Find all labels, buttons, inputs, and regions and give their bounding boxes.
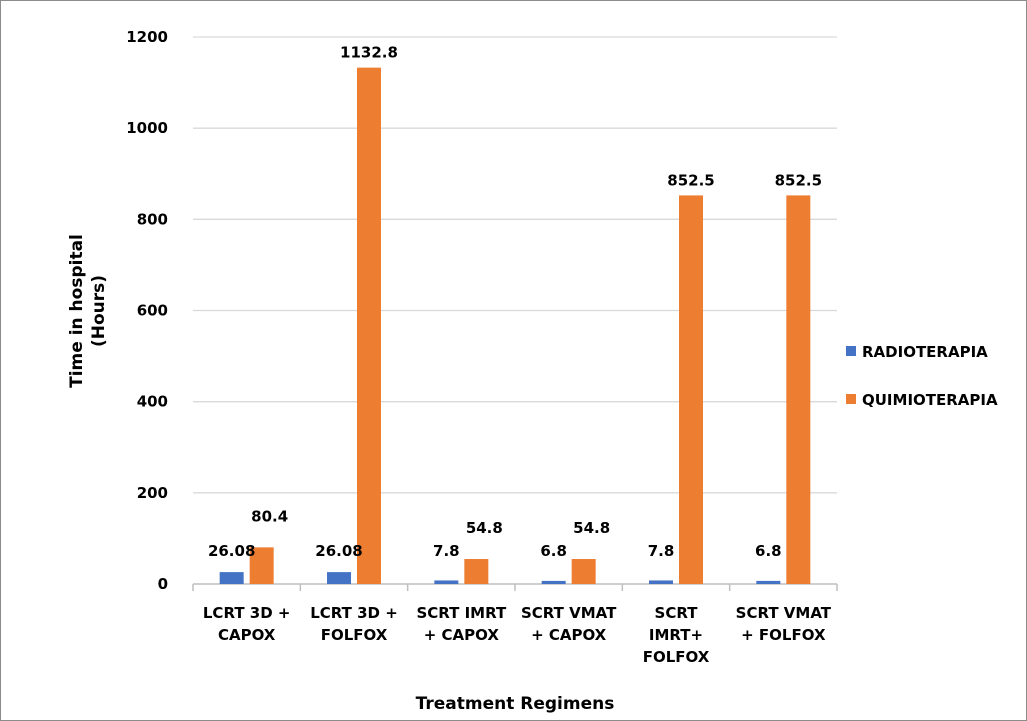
data-label-radioterapia-1: 26.08 [315,542,362,560]
x-tick-label-line: SCRT IMRT [416,604,507,622]
axis-titles: Treatment Regimens Time in hospital (Hours… [67,234,614,714]
y-tick-label: 1000 [126,119,168,137]
x-tick-label-line: SCRT [655,604,699,622]
bar-radioterapia-2 [434,580,459,584]
data-label-radioterapia-0: 26.08 [208,542,255,560]
bar-radioterapia-1 [327,572,351,584]
bar-quimioterapia-2 [464,559,489,584]
x-tick-label-line: FOLFOX [321,626,388,644]
y-axis-title-line: (Hours) [89,275,109,347]
bar-radioterapia-4 [649,580,673,584]
data-labels: 26.08 26.08 7.8 6.8 7.8 6.8 80.4 1132.8 54.8 54.8… [208,44,822,560]
x-tick-label-line: + FOLFOX [741,626,826,644]
data-label-radioterapia-3: 6.8 [540,542,567,560]
bars [219,67,811,584]
x-tick-label: LCRT 3D + FOLFOX [310,604,398,644]
data-label-radioterapia-5: 6.8 [755,542,782,560]
y-axis-title-line: Time in hospital [67,234,87,388]
bar-quimioterapia-0 [249,547,274,584]
data-label-quimioterapia-0: 80.4 [251,507,288,525]
y-tick-label: 800 [137,210,168,228]
bar-radioterapia-3 [541,580,566,584]
x-tick-label-line: CAPOX [218,626,276,644]
x-tick-label-line: FOLFOX [643,648,710,666]
x-tick-label-line: SCRT VMAT [736,604,832,622]
x-axis-title: Treatment Regimens [416,694,615,714]
data-label-radioterapia-2: 7.8 [433,542,460,560]
x-tick-label: SCRT VMAT + CAPOX [521,604,617,644]
legend: RADIOTERAPIA QUIMIOTERAPIA [846,343,998,409]
y-tick-label: 0 [158,575,168,593]
bar-quimioterapia-1 [357,67,381,584]
y-tick-label: 1200 [126,28,168,46]
x-tick-label: LCRT 3D + CAPOX [203,604,291,644]
y-tick-label: 400 [137,393,168,411]
legend-swatch-quimioterapia [846,394,856,404]
bar-quimioterapia-3 [571,559,596,584]
data-label-quimioterapia-2: 54.8 [466,519,503,537]
gridlines [192,36,838,591]
y-axis-title: Time in hospital (Hours) [67,234,109,388]
x-tick-label: SCRT VMAT + FOLFOX [736,604,832,644]
x-tick-label-line: + CAPOX [424,626,500,644]
x-tick-label: SCRT IMRT+ FOLFOX [643,604,710,666]
legend-label-radioterapia: RADIOTERAPIA [862,343,988,361]
bar-quimioterapia-4 [679,195,703,584]
data-label-quimioterapia-3: 54.8 [573,519,610,537]
legend-swatch-radioterapia [846,346,856,356]
x-tick-label-line: IMRT+ [649,626,703,644]
data-label-quimioterapia-1: 1132.8 [340,44,398,62]
bar-radioterapia-5 [756,580,781,584]
x-tick-label-line: LCRT 3D + [310,604,398,622]
y-tick-labels: 0 200 400 600 800 1000 1200 [126,28,168,593]
y-tick-label: 200 [137,484,168,502]
bar-radioterapia-0 [219,572,244,584]
x-tick-label-line: SCRT VMAT [521,604,617,622]
y-tick-label: 600 [137,302,168,320]
data-label-quimioterapia-4: 852.5 [667,171,714,189]
legend-label-quimioterapia: QUIMIOTERAPIA [862,391,998,409]
x-tick-label-line: + CAPOX [531,626,607,644]
x-tick-label-line: LCRT 3D + [203,604,291,622]
x-tick-label: SCRT IMRT + CAPOX [416,604,507,644]
bar-quimioterapia-5 [786,195,811,584]
data-label-radioterapia-4: 7.8 [648,542,675,560]
data-label-quimioterapia-5: 852.5 [775,171,822,189]
